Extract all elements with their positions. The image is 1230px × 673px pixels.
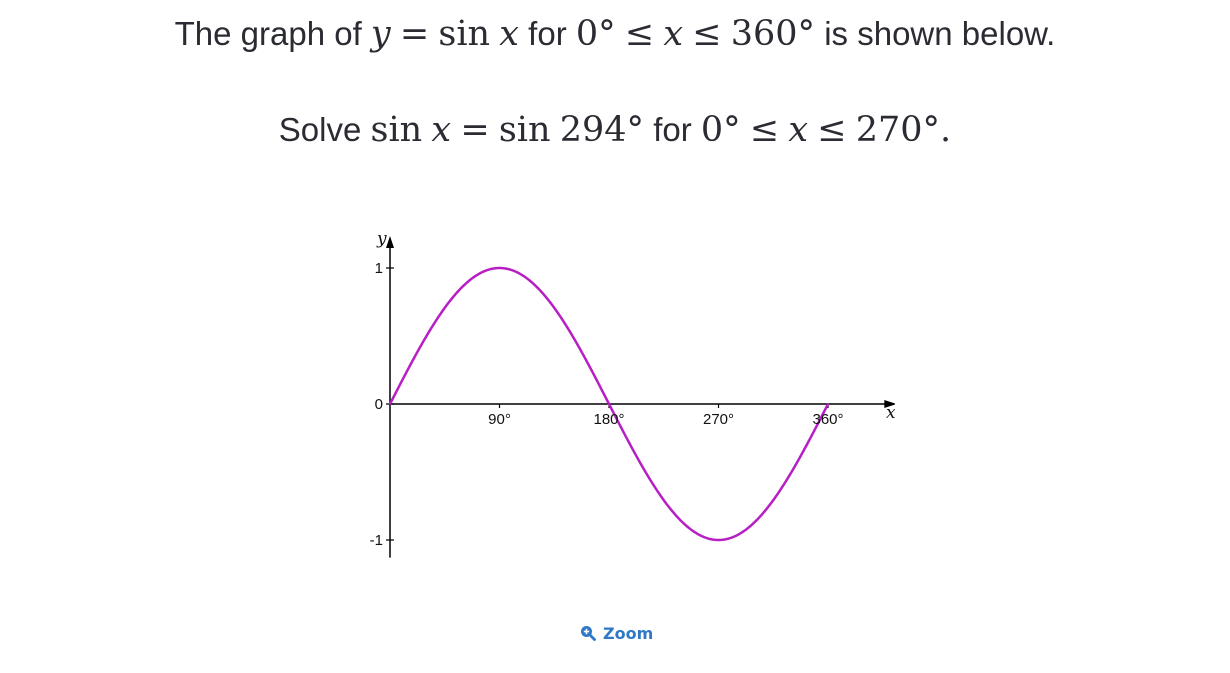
curve-point [425,335,428,337]
curve-point [389,403,391,405]
x-axis-arrow [884,400,895,408]
math-sin: sin [370,110,423,150]
x-tick-label: 360° [812,411,843,428]
math-equals: = [460,110,490,150]
y-tick-label: 1 [375,260,383,277]
x-axis-label: x [886,403,895,423]
math-sin: sin [498,110,551,150]
math-var-x: x [788,110,809,150]
y-tick-label: -1 [370,532,383,549]
math-var-x: x [431,110,452,150]
math-lower-bound: 0° [700,110,741,150]
question-line-2: Solve sin x = sin 294° for 0° ≤ x ≤ 270°… [0,110,1230,150]
zoom-in-icon [581,626,596,641]
text: is shown below. [824,15,1056,52]
y-axis-label: y [376,229,387,249]
curve-point [462,285,464,288]
curve-layer [388,266,830,542]
text: for [653,111,692,148]
math-leq: ≤ [817,110,847,150]
x-tick-label: 90° [488,411,511,428]
x-tick-label: 180° [593,411,624,428]
curve-point [608,403,610,405]
sine-graph: 1 0 -1 90° 180° 270° 360° x y [370,229,895,558]
math-lower-bound: 0° [575,14,616,54]
text: Solve [278,111,362,148]
curve-point [535,285,537,288]
math-var-y: y [370,14,391,54]
question-line-1: The graph of y = sin x for 0° ≤ x ≤ 360°… [0,14,1230,54]
axes [386,236,895,558]
y-axis-arrow [386,236,394,248]
math-angle: 294° [559,110,645,150]
curve-point [498,267,501,269]
curve-point [754,520,756,523]
zoom-button[interactable]: Zoom [580,622,653,644]
curve-point [681,520,683,523]
math-leq: ≤ [692,14,722,54]
curve-point [790,471,793,473]
math-var-x: x [663,14,684,54]
y-tick-label: 0 [375,396,383,413]
math-var-x: x [499,14,519,54]
zoom-label: Zoom [603,623,654,643]
curve-point [644,471,647,473]
math-leq: ≤ [624,14,655,54]
curve-point [827,403,829,405]
curve-point [717,539,720,541]
x-tick-label: 270° [703,411,734,428]
math-upper-bound: 360° [730,14,816,54]
curve-point [571,335,574,337]
text: The graph of [174,15,362,52]
math-equals: = [399,14,430,54]
math-sin: sin [438,14,491,54]
math-leq: ≤ [749,110,780,150]
labels-layer: 1 0 -1 90° 180° 270° 360° x y [370,229,895,549]
math-upper-bound: 270°. [855,110,952,150]
text: for [528,15,567,52]
